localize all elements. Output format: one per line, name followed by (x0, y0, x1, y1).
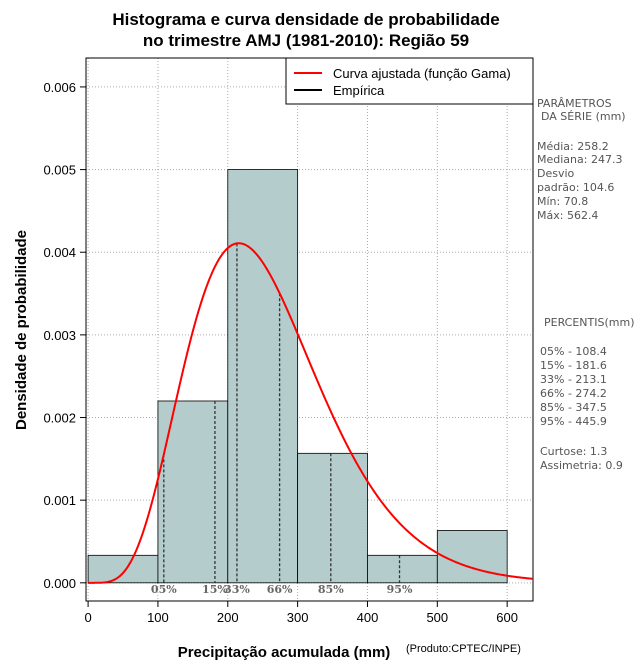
histogram-bar-2 (157, 400, 229, 584)
params-title-1: PARÂMETROS (537, 97, 612, 110)
y-axis-title: Densidade de probabilidade (13, 230, 30, 430)
legend-box (285, 57, 534, 105)
percentil-15: 15% - 181.6 (540, 359, 607, 372)
histogram-bar-6 (436, 530, 508, 584)
x-tick-label-0: 0 (84, 610, 91, 625)
gamma-curve-line (88, 242, 533, 584)
series-parameters-panel: PARÂMETROS DA SÉRIE (mm) Média: 258.2 Me… (537, 97, 626, 222)
y-tick-label-0: 0.000 (43, 576, 76, 591)
percentil-66: 66% - 274.2 (540, 387, 607, 400)
stat-assimetria: Assimetria: 0.9 (540, 459, 623, 472)
y-tick-label-5: 0.005 (43, 163, 76, 178)
stat-curtose: Curtose: 1.3 (540, 445, 607, 458)
histogram-bar-3 (227, 169, 299, 584)
percentile-label-4: 66% (267, 583, 293, 596)
param-min: Mín: 70.8 (537, 195, 588, 208)
legend-label-empirical: Empírica (333, 83, 385, 98)
percentil-85: 85% - 347.5 (540, 401, 607, 414)
param-mediana: Mediana: 247.3 (537, 153, 622, 166)
x-tick-label-300: 300 (287, 610, 309, 625)
percentiles-panel: PERCENTIS(mm) 05% - 108.4 15% - 181.6 33… (540, 316, 635, 472)
percentil-05: 05% - 108.4 (540, 345, 607, 358)
percentile-label-1: 05% (151, 583, 177, 596)
x-axis-title: Precipitação acumulada (mm) (178, 644, 391, 660)
histogram-bar-4 (297, 452, 368, 584)
chart-title-line1: Histograma e curva densidade de probabil… (112, 10, 499, 29)
chart-title-line2: no trimestre AMJ (1981-2010): Região 59 (143, 31, 469, 50)
percentis-title: PERCENTIS(mm) (544, 316, 635, 329)
axes: 0 100 200 300 400 500 600 0.000 0.001 0.002 0.003 0… (43, 80, 518, 625)
histogram-bars (87, 169, 508, 584)
x-tick-label-100: 100 (147, 610, 169, 625)
x-tick-label-600: 600 (496, 610, 518, 625)
percentile-label-3: 33% (224, 583, 250, 596)
legend: Curva ajustada (função Gama) Empírica (285, 57, 534, 105)
percentile-label-5: 85% (318, 583, 344, 596)
percentile-markers: 05% 15%33% 66% 85% 95% (151, 243, 413, 596)
percentile-label-2: 15% (202, 583, 228, 596)
x-tick-label-400: 400 (357, 610, 379, 625)
y-tick-label-2: 0.002 (43, 411, 76, 426)
param-media: Média: 258.2 (537, 140, 609, 153)
y-tick-label-4: 0.004 (43, 245, 76, 260)
y-tick-label-3: 0.003 (43, 328, 76, 343)
percentil-95: 95% - 445.9 (540, 415, 607, 428)
param-max: Máx: 562.4 (537, 209, 598, 222)
x-tick-label-500: 500 (426, 610, 448, 625)
histogram-bar-1 (87, 554, 159, 584)
param-desvio-1: Desvio (537, 167, 575, 180)
param-desvio-2: padrão: 104.6 (537, 181, 614, 194)
y-tick-label-6: 0.006 (43, 80, 76, 95)
percentil-33: 33% - 213.1 (540, 373, 607, 386)
legend-label-curve: Curva ajustada (função Gama) (333, 66, 511, 81)
percentile-label-6: 95% (387, 583, 413, 596)
histogram-bar-5 (367, 554, 438, 584)
y-tick-label-1: 0.001 (43, 493, 76, 508)
fitted-curve (88, 242, 533, 584)
params-title-2: DA SÉRIE (mm) (541, 110, 626, 123)
x-tick-label-200: 200 (217, 610, 239, 625)
product-credit: (Produto:CPTEC/INPE) (406, 643, 521, 655)
